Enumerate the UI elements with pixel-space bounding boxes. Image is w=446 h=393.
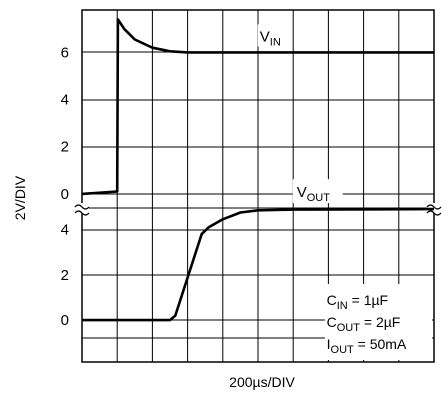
y-axis-title: 2V/DIV — [12, 175, 28, 220]
break-mark-left — [74, 204, 90, 210]
series-line-v-out — [82, 207, 435, 322]
y-tick-labels: 6 4 2 0 4 2 0 — [61, 44, 69, 329]
break-mark-right — [426, 210, 442, 216]
y-tick-label: 2 — [61, 267, 69, 284]
axis-break-marks — [74, 203, 442, 216]
break-mark-left — [74, 210, 90, 216]
series-label-vout: VOUT — [297, 184, 331, 204]
annotation-line: COUT = 2µF — [327, 314, 401, 334]
annotation-line: IOUT = 50mA — [327, 336, 407, 356]
series-line-v-in — [81, 18, 434, 196]
y-tick-label: 2 — [61, 139, 69, 156]
y-tick-label: 0 — [61, 312, 69, 329]
series-labels: VIN VOUT — [257, 24, 343, 204]
y-tick-label: 0 — [61, 186, 69, 203]
series-lines — [81, 18, 435, 322]
label-background — [257, 24, 292, 47]
break-gap-right — [427, 203, 441, 213]
series-label-vin: VIN — [260, 28, 281, 48]
label-background — [292, 179, 343, 204]
break-mark-right — [426, 204, 442, 210]
y-tick-label: 6 — [61, 44, 69, 61]
annotation-background — [324, 284, 432, 360]
y-tick-label: 4 — [61, 92, 69, 109]
break-gap-left — [75, 203, 89, 213]
plot-frame — [81, 9, 435, 363]
y-tick-label: 4 — [61, 222, 69, 239]
x-axis-title: 200µs/DIV — [229, 374, 295, 390]
plot-border — [81, 9, 435, 363]
annotation-line: CIN = 1µF — [327, 292, 388, 312]
